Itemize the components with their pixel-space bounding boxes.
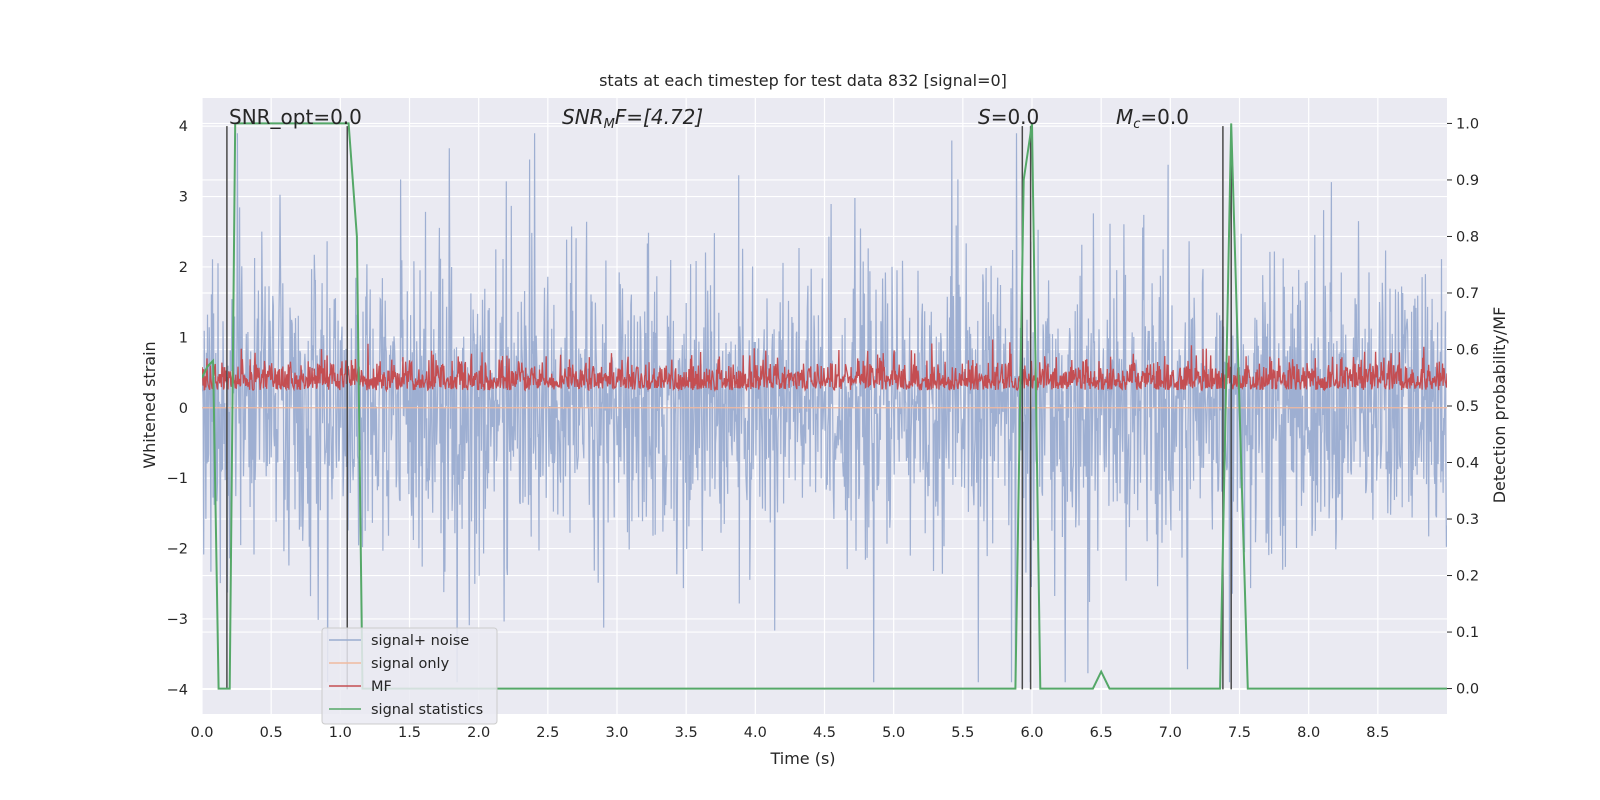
y-ticks: −4 −3 −2 −1 0 1 2 3 4 [167,119,188,698]
x-tick-label-9: 4.5 [813,725,836,741]
legend-label-signal-noise: signal+ noise [371,633,469,649]
annotation-mc: Mc=0.0 [1116,105,1189,132]
annotation-s-rest: =0.0 [991,105,1040,129]
chart-title: stats at each timestep for test data 832… [599,71,1007,90]
x-tick-label-10: 5.0 [882,725,905,741]
legend-label-signal-only: signal only [371,656,450,672]
y2-axis-label: Detection probability/MF [1490,307,1509,504]
y-axis-label: Whitened strain [140,341,159,468]
x-tick-label-17: 8.5 [1366,725,1389,741]
x-tick-label-5: 2.5 [536,725,559,741]
legend-label-signal-statistics: signal statistics [371,702,483,718]
x-tick-label-1: 0.5 [260,725,283,741]
x-ticks: 0.0 0.5 1.0 1.5 2.0 2.5 3.0 3.5 4.0 4.5 5.0 5.5 6.0 6… [190,725,1389,741]
legend-label-mf: MF [371,679,392,695]
annotation-s-main: S [978,105,991,129]
annotation-mc-main: M [1116,105,1133,129]
y2-tick-label-6: 0.6 [1456,342,1479,358]
y2-tick-label-3: 0.3 [1456,512,1479,528]
y-tick-label-8: 4 [179,119,188,135]
x-tick-label-14: 7.0 [1159,725,1182,741]
y-tick-label-0: −4 [167,682,188,698]
annotation-mc-sub: c [1133,117,1140,132]
y2-tick-label-4: 0.4 [1456,456,1479,472]
x-tick-label-11: 5.5 [951,725,974,741]
x-tick-label-3: 1.5 [398,725,421,741]
y-tick-label-7: 3 [179,190,188,206]
legend-box [321,627,498,725]
annotation-snr-opt: SNR_opt=0.0 [229,105,362,129]
plot-area [202,122,1447,690]
x-tick-label-7: 3.5 [675,725,698,741]
annotation-snr-mf: SNRMF=[4.72] [562,105,703,132]
x-tick-label-4: 2.0 [467,725,490,741]
annotation-mc-rest: =0.0 [1140,105,1189,129]
x-tick-label-2: 1.0 [329,725,352,741]
y2-tick-label-2: 0.2 [1456,569,1479,585]
y2-tick-label-7: 0.7 [1456,286,1479,302]
x-tick-label-8: 4.0 [744,725,767,741]
x-tick-label-0: 0.0 [190,725,213,741]
y-tick-label-1: −3 [167,612,188,628]
y-tick-label-3: −1 [167,471,188,487]
y2-tick-label-5: 0.5 [1456,399,1479,415]
y-tick-label-5: 1 [179,330,188,346]
legend: signal+ noise signal only MF signal stat… [321,627,498,725]
y-tick-label-2: −2 [167,542,188,558]
x-tick-label-6: 3.0 [605,725,628,741]
x-tick-label-13: 6.5 [1090,725,1113,741]
y-tick-label-6: 2 [179,260,188,276]
y2-ticks: 0.0 0.1 0.2 0.3 0.4 0.5 0.6 0.7 0.8 0.9 1.0 [1447,116,1479,698]
y2-tick-label-0: 0.0 [1456,682,1479,698]
annotation-snr-mf-rest: F=[4.72] [615,105,703,129]
y2-tick-label-1: 0.1 [1456,625,1479,641]
x-tick-label-16: 8.0 [1297,725,1320,741]
y-tick-label-4: 0 [179,401,188,417]
y2-tick-label-8: 0.8 [1456,229,1479,245]
annotation-s: S=0.0 [978,105,1039,129]
x-tick-label-12: 6.0 [1020,725,1043,741]
annotation-snr-mf-sub: M [604,117,615,132]
x-axis-label: Time (s) [769,749,835,768]
annotation-snr-mf-main: SNR [562,105,604,129]
x-tick-label-15: 7.5 [1228,725,1251,741]
y2-tick-label-9: 0.9 [1456,173,1479,189]
y2-tick-label-10: 1.0 [1456,116,1479,132]
series-signal-statistics [202,122,1447,690]
